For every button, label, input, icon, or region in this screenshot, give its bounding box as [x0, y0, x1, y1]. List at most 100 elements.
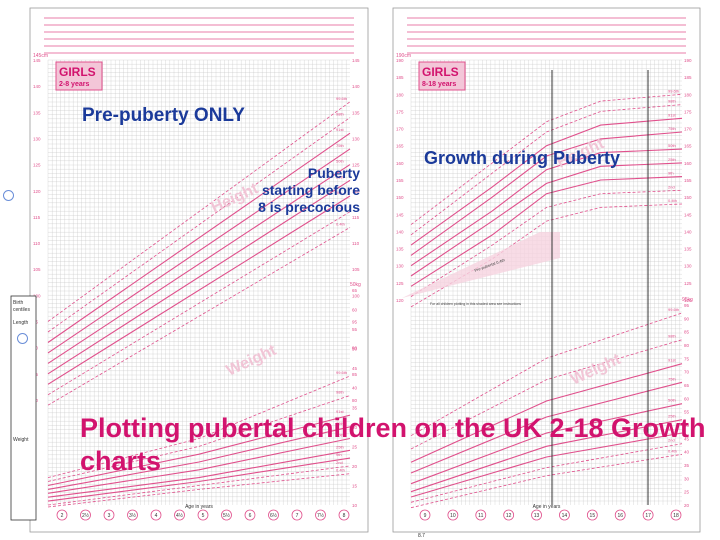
height-tick-label: 90 [352, 346, 358, 351]
age-tick-label: 7 [296, 513, 299, 519]
height-centile-line [410, 117, 683, 246]
puberty-note-line: Puberty [307, 165, 360, 181]
puberty-note: Puberty starting before 8 is precocious [238, 165, 360, 216]
height-centile-line [47, 148, 351, 354]
weight-tick-label: 15 [352, 483, 358, 488]
weight-centile-line [410, 453, 683, 509]
chart-badge [55, 61, 103, 91]
centile-label: 99.6th [336, 370, 347, 375]
centile-label: 0.4th [668, 448, 677, 453]
height-centile-line [410, 176, 683, 287]
height-tick-label: 100 [352, 293, 360, 298]
height-centile-line [47, 179, 351, 375]
weight-axis-top-label: 95kg [682, 297, 693, 303]
centile-label: 50th [668, 143, 676, 148]
weight-centile-line [410, 339, 683, 450]
height-centile-line [47, 227, 351, 406]
centile-label: 98th [336, 112, 344, 117]
age-tick-marker [475, 509, 487, 521]
age-tick-label: 11 [478, 513, 483, 519]
centile-label: 0.4th [336, 221, 345, 226]
weight-tick-label: 10 [352, 503, 358, 508]
centile-label: 99.6th [668, 307, 679, 312]
weight-centile-line [47, 437, 351, 494]
weight-tick-label: 85 [684, 330, 690, 335]
centile-label: 0.4th [668, 198, 677, 203]
puberty-note-line: 8 is precocious [258, 199, 360, 215]
centile-label: 99.6th [668, 88, 679, 93]
weight-tick-label: 90 [684, 316, 690, 321]
weight-centile-line [410, 403, 683, 485]
age-tick-marker [338, 509, 350, 521]
weight-centile-line [47, 449, 351, 498]
centile-label: 2nd [668, 438, 675, 443]
height-tick-label: 125 [396, 281, 404, 286]
height-tick-label: 150 [396, 195, 404, 200]
age-tick-label: 15 [590, 513, 596, 519]
age-tick-label: 8 [343, 513, 346, 519]
weight-tick-label: 75 [684, 356, 690, 361]
centile-label: 91st [336, 409, 344, 414]
weight-axis-top-label: 50kg [350, 282, 361, 288]
centile-label: 91st [668, 358, 676, 363]
height-tick-label: 115 [33, 215, 41, 220]
height-tick-label: 80 [352, 398, 358, 403]
height-tick-label: 185 [396, 75, 404, 80]
height-tick-label: 180 [396, 92, 404, 97]
x-axis-label: Age in years [185, 504, 213, 510]
height-tick-label: 85 [352, 372, 358, 377]
age-tick-marker [670, 509, 682, 521]
height-tick-label: 150 [684, 195, 692, 200]
weight-centile-line [410, 432, 683, 498]
centile-label: 2nd [668, 184, 675, 189]
age-tick-label: 2 [61, 513, 64, 519]
height-tick-label: 140 [352, 84, 360, 89]
birth-length-label: Length [13, 320, 29, 326]
weight-tick-label: 95 [684, 303, 690, 308]
height-centile-line [47, 132, 351, 343]
age-tick-marker [174, 509, 185, 521]
centile-label: 75th [668, 126, 676, 131]
centile-label: 50th [336, 433, 344, 438]
badge-title: GIRLS [422, 65, 459, 79]
height-tick-label: 155 [684, 178, 692, 183]
weight-tick-label: 25 [352, 444, 358, 449]
weight-tick-label: 30 [684, 476, 690, 481]
height-tick-label: 140 [396, 229, 404, 234]
age-tick-label: 5½ [223, 512, 231, 519]
weight-centile-line [47, 426, 351, 490]
centile-label: 25th [668, 414, 676, 419]
badge-title: GIRLS [59, 65, 96, 79]
height-tick-label: 130 [33, 136, 41, 141]
weight-tick-label: 60 [684, 396, 690, 401]
height-axis-top-label: 190cm [396, 53, 411, 59]
pre-puberty-caption: Pre-puberty ONLY [82, 105, 245, 126]
height-tick-label: 165 [684, 144, 692, 149]
centile-label: 75th [336, 421, 344, 426]
height-tick-label: 145 [684, 212, 692, 217]
height-tick-label: 130 [396, 264, 404, 269]
age-tick-label: 13 [534, 513, 540, 519]
age-tick-marker [642, 509, 654, 521]
age-tick-marker [221, 509, 232, 521]
centile-label: 9th [668, 171, 674, 176]
birth-centiles-header: centiles [13, 307, 30, 313]
age-tick-label: 10 [450, 513, 456, 519]
height-tick-label: 155 [396, 178, 404, 183]
weight-tick-label: 25 [684, 490, 690, 495]
age-tick-label: 18 [673, 513, 679, 519]
age-tick-label: 3½ [129, 512, 137, 519]
age-tick-label: 5 [202, 513, 205, 519]
weight-centile-line [410, 312, 683, 437]
age-tick-label: 14 [562, 513, 568, 519]
age-tick-label: 9 [424, 513, 427, 519]
birth-centiles-header: Birth [13, 300, 24, 306]
age-tick-label: 6 [249, 513, 252, 519]
height-tick-label: 120 [33, 189, 41, 194]
age-tick-marker [103, 509, 115, 521]
height-tick-label: 125 [33, 163, 41, 168]
age-tick-marker [503, 509, 515, 521]
height-tick-label: 165 [396, 144, 404, 149]
height-tick-label: 105 [33, 267, 41, 272]
